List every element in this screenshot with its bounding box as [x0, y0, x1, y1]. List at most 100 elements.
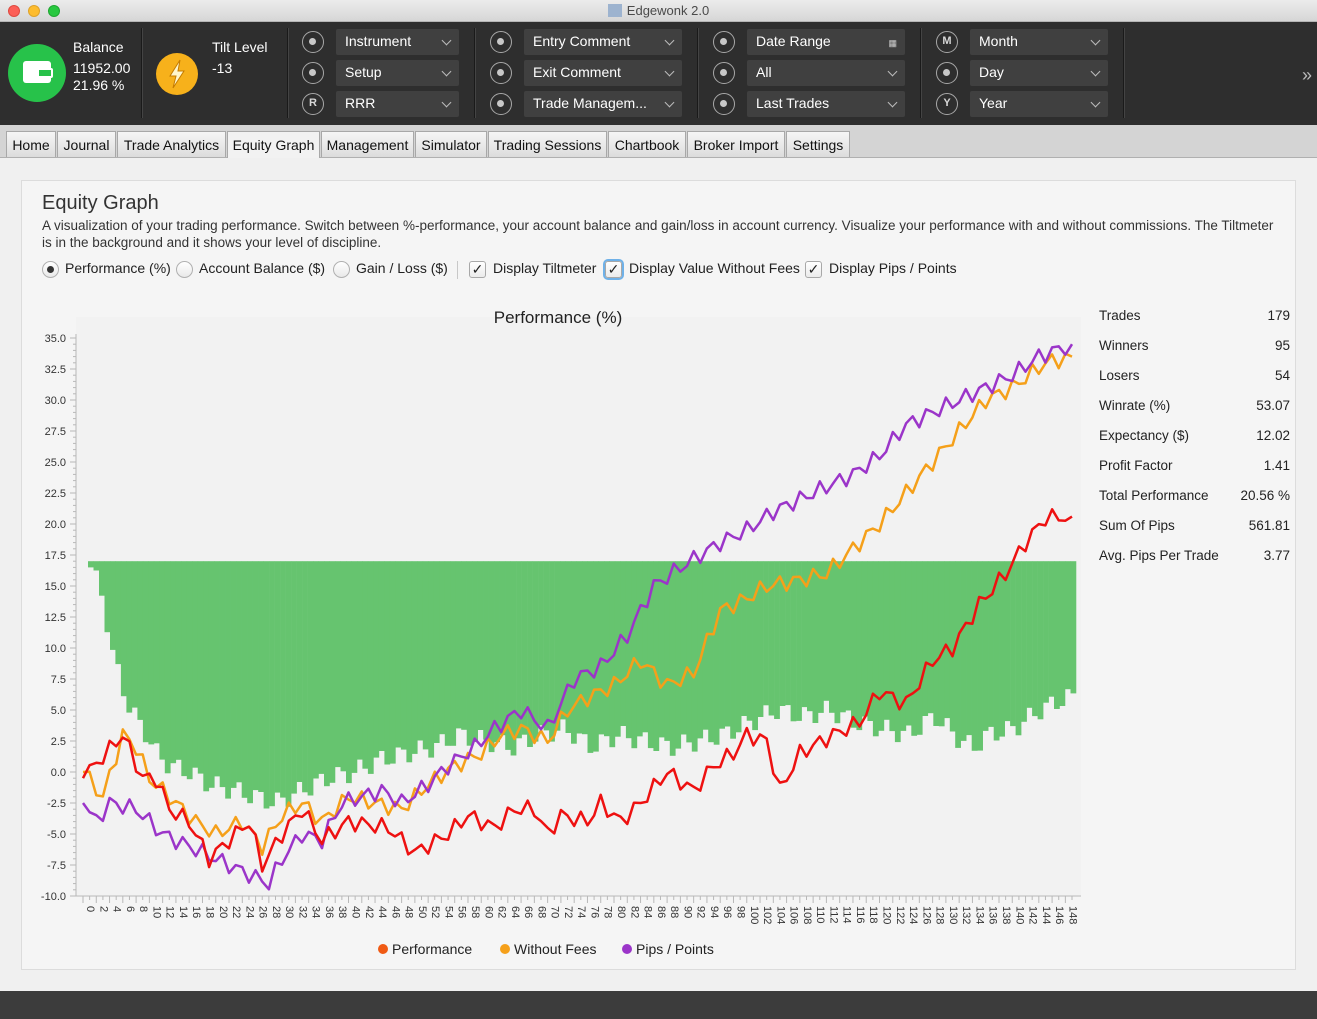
x-tick-label: 64	[509, 906, 521, 918]
tab-chartbook[interactable]: Chartbook	[608, 131, 686, 157]
tiltmeter-bar	[653, 561, 660, 751]
tiltmeter-bar	[131, 561, 138, 708]
x-tick-label: 50	[416, 906, 428, 918]
series-line-performance	[81, 508, 1073, 873]
entry-comment-dropdown[interactable]: Entry Comment	[524, 29, 682, 55]
tiltmeter-bar	[735, 561, 742, 733]
stat-label: Expectancy ($)	[1099, 428, 1190, 443]
tiltmeter-bar	[554, 561, 561, 731]
y-tick-label: 0.0	[51, 767, 66, 779]
exit-comment-dropdown[interactable]: Exit Comment	[524, 60, 682, 86]
x-tick-label: 10	[150, 906, 162, 918]
minimize-window-button[interactable]	[28, 5, 40, 17]
stat-value: 179	[1267, 308, 1290, 323]
zoom-window-button[interactable]	[48, 5, 60, 17]
instrument-dropdown[interactable]: Instrument	[336, 29, 459, 55]
tab-simulator[interactable]: Simulator	[415, 131, 487, 157]
x-tick-label: 140	[1013, 906, 1025, 924]
gain-loss-radio-label[interactable]: Gain / Loss ($)	[356, 260, 448, 276]
tiltmeter-bar	[1043, 561, 1049, 703]
x-tick-label: 112	[827, 906, 839, 924]
tiltmeter-bar	[549, 561, 555, 742]
x-tick-label: 136	[987, 906, 999, 924]
wallet-icon	[8, 44, 66, 102]
tiltmeter-bar	[280, 561, 286, 798]
day-dropdown[interactable]: Day	[970, 60, 1108, 86]
x-tick-label: 134	[973, 906, 985, 924]
x-tick-label: 128	[934, 906, 946, 924]
tiltmeter-bar	[1004, 561, 1011, 722]
balance-label: Balance	[73, 39, 124, 55]
x-tick-label: 32	[296, 906, 308, 918]
tiltmeter-bar	[730, 561, 736, 739]
tab-home[interactable]: Home	[6, 131, 56, 157]
performance-radio[interactable]	[42, 261, 59, 278]
tab-settings[interactable]: Settings	[786, 131, 850, 157]
balance-percent: 21.96 %	[73, 77, 125, 93]
chart-legend: Performance Without Fees Pips / Points	[378, 941, 714, 957]
tiltmeter-bar	[576, 561, 583, 734]
account-balance-radio-label[interactable]: Account Balance ($)	[199, 260, 326, 276]
display-tiltmeter-label[interactable]: Display Tiltmeter	[493, 260, 597, 276]
tiltmeter-bar	[110, 561, 116, 650]
tab-equity-graph[interactable]: Equity Graph	[227, 131, 320, 158]
display-tiltmeter-checkbox[interactable]: ✓	[469, 261, 486, 278]
tiltmeter-bar	[527, 561, 533, 747]
month-dropdown[interactable]: Month	[970, 29, 1108, 55]
tiltmeter-bar	[768, 561, 775, 716]
tab-journal[interactable]: Journal	[57, 131, 116, 157]
tab-broker-import[interactable]: Broker Import	[687, 131, 785, 157]
tiltmeter-bar	[389, 561, 396, 764]
gain-loss-radio[interactable]	[333, 261, 350, 278]
stat-value: 53.07	[1256, 398, 1290, 413]
chevron-double-right-icon[interactable]: »	[1301, 65, 1312, 85]
x-tick-label: 82	[628, 906, 640, 918]
y-tick-label: 30.0	[45, 395, 66, 407]
x-tick-label: 132	[960, 906, 972, 924]
y-tick-label: -10.0	[41, 891, 66, 903]
x-tick-label: 130	[947, 906, 959, 924]
x-tick-label: 40	[350, 906, 362, 918]
tiltmeter-bar	[93, 561, 100, 571]
display-without-fees-checkbox[interactable]: ✓	[605, 261, 622, 278]
stat-label: Trades	[1099, 308, 1141, 323]
trade-management-dropdown[interactable]: Trade Managem...	[524, 91, 682, 117]
display-pips-label[interactable]: Display Pips / Points	[829, 260, 957, 276]
tiltmeter-bar	[214, 561, 220, 777]
tiltmeter-bar	[631, 561, 638, 749]
setup-dropdown[interactable]: Setup	[336, 60, 459, 86]
toolbar-separator	[474, 28, 475, 118]
calendar-small-icon: ▦	[888, 38, 897, 48]
tiltmeter-bar	[439, 561, 446, 735]
tiltmeter-bar	[1026, 561, 1033, 708]
x-tick-label: 84	[642, 906, 654, 918]
period-dropdown[interactable]: All	[747, 60, 905, 86]
display-pips-checkbox[interactable]: ✓	[805, 261, 822, 278]
last-trades-dropdown[interactable]: Last Trades	[747, 91, 905, 117]
y-tick-label: 12.5	[45, 612, 66, 624]
close-window-button[interactable]	[8, 5, 20, 17]
calendar-icon	[713, 62, 735, 84]
date-range-picker[interactable]: Date Range ▦	[747, 29, 905, 55]
year-dropdown[interactable]: Year	[970, 91, 1108, 117]
display-without-fees-label[interactable]: Display Value Without Fees	[629, 260, 800, 276]
toolbar-separator	[141, 28, 142, 118]
toolbar: Balance 11952.00 21.96 % Tilt Level -13 …	[0, 22, 1317, 125]
tiltmeter-bar	[357, 561, 363, 760]
tiltmeter-bar	[115, 561, 122, 665]
tiltmeter-bar	[785, 561, 791, 706]
x-tick-label: 104	[774, 906, 786, 924]
tiltmeter-bar	[675, 561, 682, 749]
rrr-dropdown[interactable]: RRR	[336, 91, 459, 117]
performance-radio-label[interactable]: Performance (%)	[65, 260, 171, 276]
tab-trading-sessions[interactable]: Trading Sessions	[488, 131, 607, 157]
x-tick-label: 96	[721, 906, 733, 918]
tab-management[interactable]: Management	[321, 131, 414, 157]
tiltmeter-bar	[916, 561, 923, 735]
account-balance-radio[interactable]	[176, 261, 193, 278]
tiltmeter-bar	[455, 561, 462, 729]
y-tick-label: 20.0	[45, 519, 66, 531]
x-tick-label: 146	[1053, 906, 1065, 924]
tab-trade-analytics[interactable]: Trade Analytics	[117, 131, 226, 157]
tiltmeter-bar	[1010, 561, 1016, 727]
